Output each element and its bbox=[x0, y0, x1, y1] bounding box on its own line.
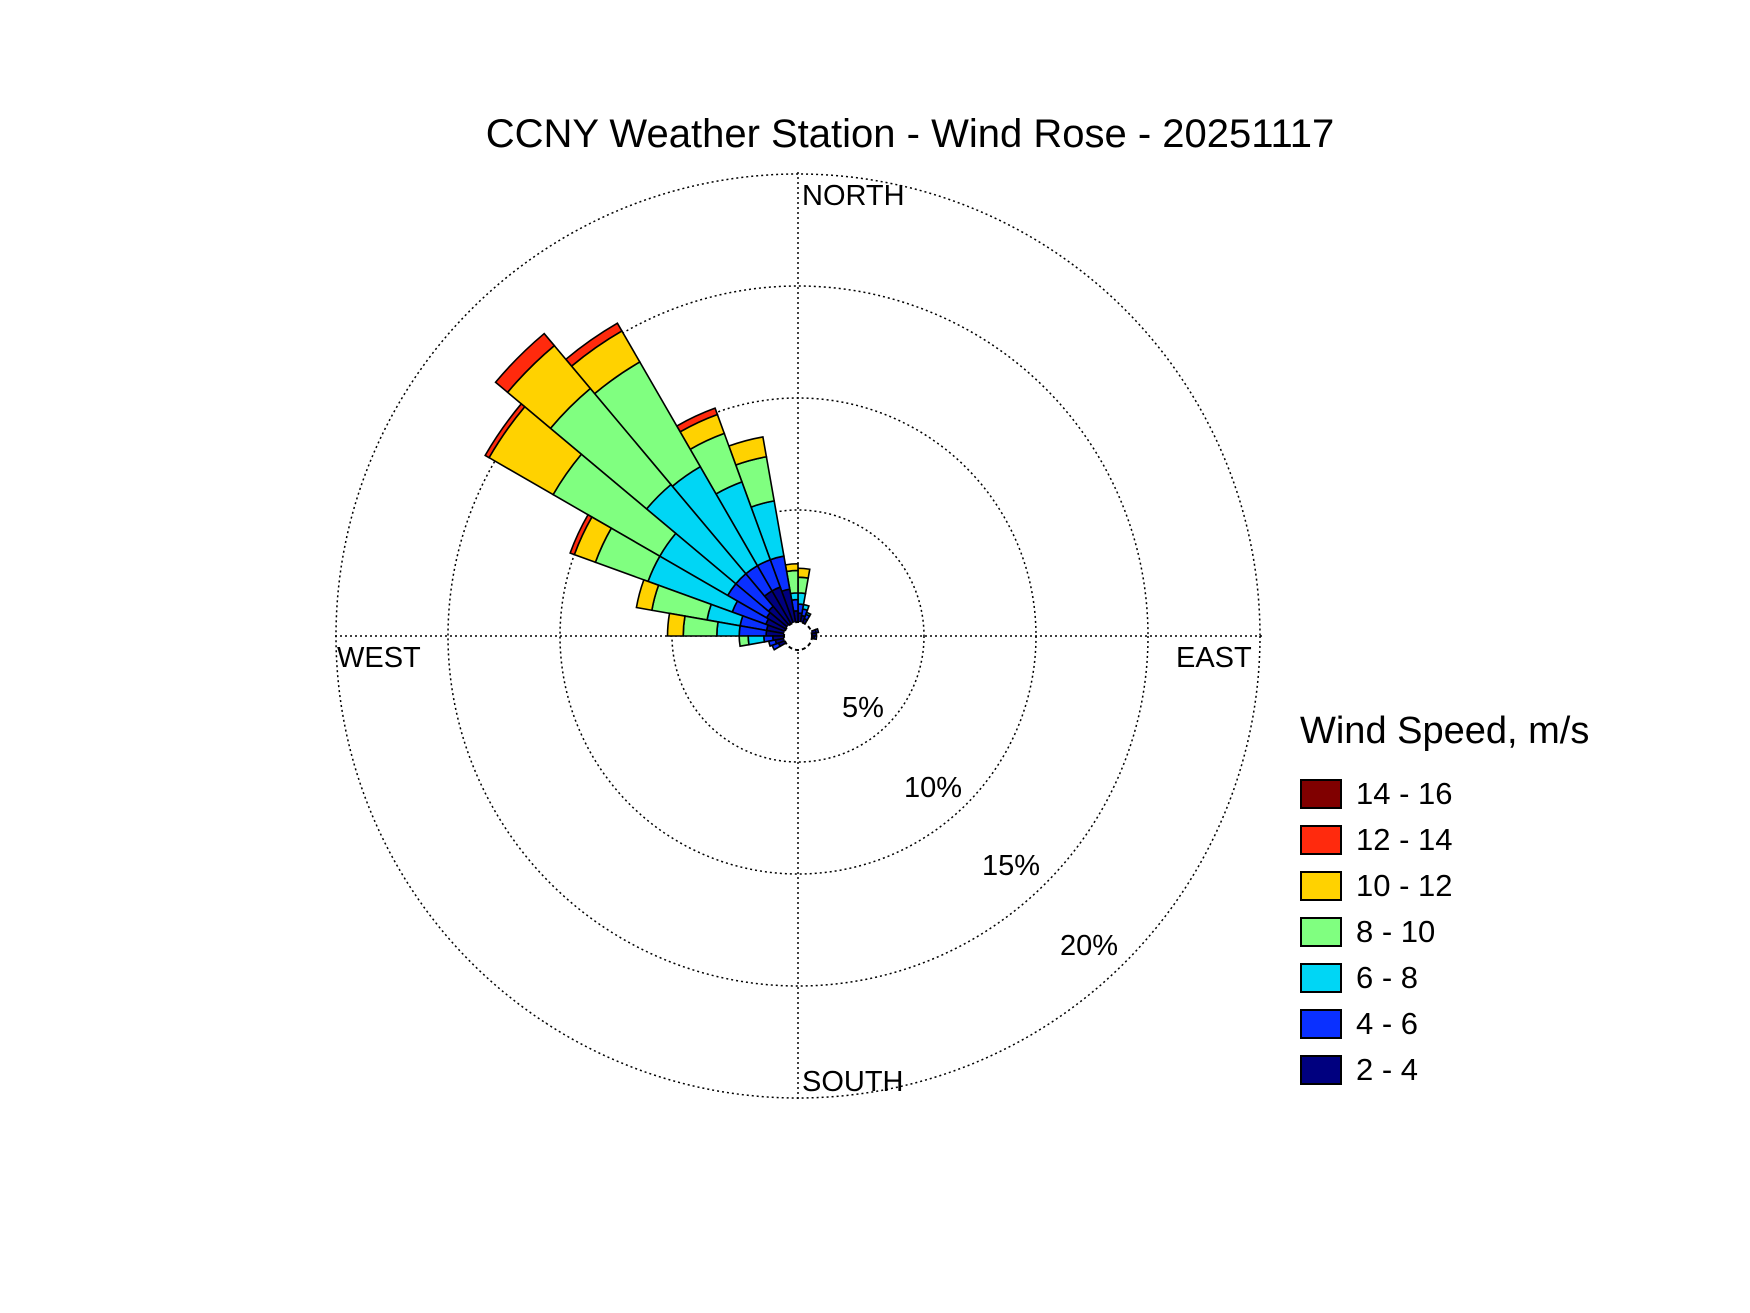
direction-label-east: EAST bbox=[1176, 642, 1252, 674]
legend-label: 4 - 6 bbox=[1356, 1006, 1419, 1041]
legend-label: 2 - 4 bbox=[1356, 1052, 1419, 1087]
calm-center-circle bbox=[783, 621, 813, 651]
direction-label-north: NORTH bbox=[802, 180, 905, 212]
wind-sector-segment bbox=[675, 407, 719, 433]
direction-label-south: SOUTH bbox=[802, 1066, 904, 1098]
wind-sector-segment bbox=[801, 603, 810, 612]
wind-sector-segment bbox=[738, 635, 750, 648]
legend-entry: 12 - 14 bbox=[1300, 817, 1589, 863]
legend: Wind Speed, m/s 14 - 16 12 - 14 10 - 12 8 -… bbox=[1300, 710, 1589, 1093]
wind-sector-segment bbox=[494, 332, 556, 394]
legend-entries: 14 - 16 12 - 14 10 - 12 8 - 10 6 - 8 4 - 6 2 -… bbox=[1300, 771, 1589, 1093]
wind-sector-segment bbox=[635, 578, 660, 612]
legend-label: 12 - 14 bbox=[1356, 822, 1453, 857]
legend-swatch bbox=[1300, 1009, 1342, 1039]
wind-sector-segment bbox=[666, 612, 686, 637]
radial-tick-label: 10% bbox=[904, 772, 963, 804]
wind-sector-segment bbox=[784, 562, 799, 573]
legend-entry: 14 - 16 bbox=[1300, 771, 1589, 817]
legend-label: 10 - 12 bbox=[1356, 868, 1453, 903]
legend-label: 14 - 16 bbox=[1356, 776, 1453, 811]
wind-sectors bbox=[484, 322, 820, 651]
legend-entry: 2 - 4 bbox=[1300, 1047, 1589, 1093]
radial-tick-label: 15% bbox=[982, 850, 1041, 882]
direction-label-west: WEST bbox=[337, 642, 421, 674]
legend-label: 8 - 10 bbox=[1356, 914, 1436, 949]
wind-sector-segment bbox=[564, 322, 623, 368]
wind-sector-segment bbox=[727, 435, 768, 467]
radial-tick-label: 5% bbox=[842, 692, 884, 724]
legend-entry: 10 - 12 bbox=[1300, 863, 1589, 909]
wind-sector-segment bbox=[771, 642, 782, 651]
wind-sector-segment bbox=[797, 567, 811, 580]
wind-sector-segment bbox=[813, 635, 818, 641]
legend-entry: 4 - 6 bbox=[1300, 1001, 1589, 1047]
wind-sector-segment bbox=[484, 402, 526, 459]
legend-entry: 6 - 8 bbox=[1300, 955, 1589, 1001]
legend-entry: 8 - 10 bbox=[1300, 909, 1589, 955]
legend-label: 6 - 8 bbox=[1356, 960, 1419, 995]
wind-sector-segment bbox=[797, 592, 807, 606]
grid-ring-3 bbox=[447, 285, 1149, 987]
legend-swatch bbox=[1300, 963, 1342, 993]
wind-sector-segment bbox=[797, 576, 810, 595]
wind-sector-segment bbox=[747, 635, 766, 646]
wind-sector-segment bbox=[569, 513, 593, 556]
wind-sector-segment bbox=[814, 627, 820, 634]
legend-swatch bbox=[1300, 1055, 1342, 1085]
radial-tick-label: 20% bbox=[1060, 930, 1119, 962]
legend-swatch bbox=[1300, 871, 1342, 901]
legend-swatch bbox=[1300, 825, 1342, 855]
wind-sector-segment bbox=[804, 611, 812, 618]
legend-title: Wind Speed, m/s bbox=[1300, 710, 1590, 752]
legend-swatch bbox=[1300, 779, 1342, 809]
chart-title: CCNY Weather Station - Wind Rose - 20251… bbox=[485, 112, 1335, 156]
wind-sector-segment bbox=[767, 639, 778, 648]
legend-swatch bbox=[1300, 917, 1342, 947]
